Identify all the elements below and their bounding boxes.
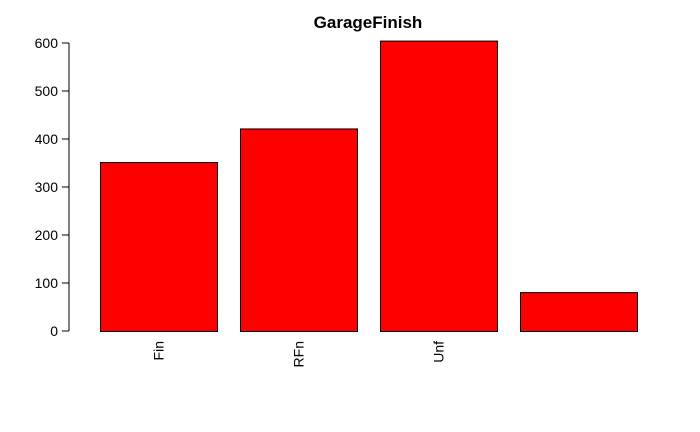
y-axis: 0 100 200 300 400 500 600	[35, 35, 70, 339]
y-tick-label-500: 500	[35, 83, 59, 99]
y-tick-label-600: 600	[35, 35, 59, 51]
bar-category-4	[520, 292, 638, 332]
x-axis-labels: Fin RFn Unf	[151, 341, 447, 368]
bar-RFn	[240, 128, 358, 332]
y-tick-label-300: 300	[35, 179, 59, 195]
bar-Unf	[380, 40, 498, 332]
y-tick-label-100: 100	[35, 275, 59, 291]
chart-title: GarageFinish	[314, 13, 423, 32]
bars-group	[100, 40, 638, 332]
bar-Fin	[100, 162, 218, 332]
y-tick-label-400: 400	[35, 131, 59, 147]
x-tick-label-Fin: Fin	[151, 341, 167, 360]
x-tick-label-RFn: RFn	[291, 341, 307, 367]
y-tick-label-200: 200	[35, 227, 59, 243]
y-tick-label-0: 0	[50, 323, 58, 339]
x-tick-label-Unf: Unf	[431, 341, 447, 363]
